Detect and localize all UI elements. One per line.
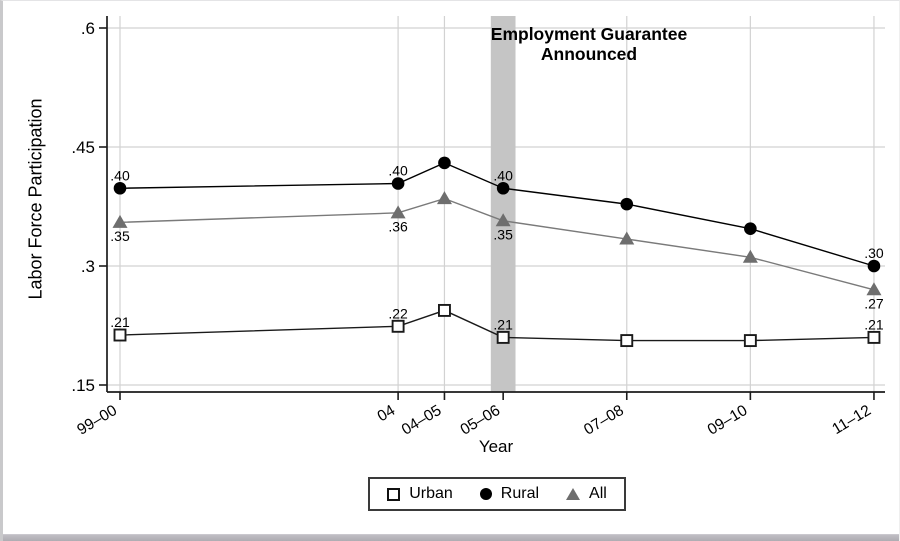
- x-tick-label: 99–00: [74, 402, 120, 439]
- marker-urban: [438, 303, 451, 317]
- x-tick-label: 07–08: [581, 402, 627, 439]
- marker-rural: [391, 177, 405, 190]
- point-label: .30: [864, 245, 884, 261]
- marker-all: [866, 282, 882, 296]
- point-label: .35: [493, 226, 513, 242]
- legend-item-all: All: [566, 485, 607, 503]
- point-label: .21: [864, 316, 884, 332]
- y-tick-label: .3: [81, 257, 95, 276]
- point-label: .22: [388, 305, 408, 321]
- point-label: .27: [864, 295, 884, 311]
- legend: Urban Rural All: [368, 477, 626, 511]
- y-axis-title: Labor Force Participation: [25, 98, 46, 300]
- legend-label-urban: Urban: [409, 485, 453, 502]
- marker-urban: [620, 334, 634, 348]
- marker-rural: [744, 222, 757, 236]
- marker-rural: [496, 181, 510, 195]
- marker-rural: [438, 156, 451, 170]
- legend-label-all: All: [589, 485, 607, 502]
- marker-urban: [496, 330, 510, 344]
- point-label: .35: [110, 228, 130, 244]
- triangle-marker-icon: [566, 488, 581, 500]
- point-label: .40: [493, 167, 513, 183]
- marker-rural: [867, 259, 881, 273]
- point-label: .40: [388, 162, 408, 178]
- point-label: .21: [110, 314, 130, 330]
- annotation-line1: Employment Guarantee: [490, 24, 688, 44]
- x-tick-label: 05–06: [458, 402, 504, 439]
- y-tick-label: .15: [71, 376, 95, 395]
- point-label: .40: [110, 167, 130, 183]
- y-tick-label: .6: [81, 19, 95, 38]
- circle-marker-icon: [479, 488, 492, 500]
- marker-all: [619, 231, 635, 245]
- marker-all: [112, 214, 128, 228]
- legend-item-urban: Urban: [387, 485, 453, 503]
- marker-rural: [620, 197, 634, 211]
- x-tick-label: 04: [375, 402, 399, 426]
- legend-item-rural: Rural: [479, 485, 540, 503]
- marker-all: [495, 213, 511, 227]
- y-tick-label: .45: [71, 138, 95, 157]
- square-marker-icon: [387, 487, 401, 501]
- annotation-band: [490, 16, 516, 392]
- marker-urban: [867, 330, 881, 344]
- chart-canvas: .15 .3 .45 .6 99–00 04 04–05 05–06 07–08 09–10 11–…: [71, 16, 885, 439]
- marker-rural: [113, 181, 127, 195]
- marker-urban: [391, 319, 405, 333]
- annotation-title: Employment Guarantee Announced: [491, 24, 687, 64]
- marker-all: [436, 191, 452, 205]
- x-axis-title: Year: [478, 437, 514, 456]
- marker-urban: [113, 328, 127, 342]
- legend-label-rural: Rural: [500, 485, 540, 502]
- window-bottom-bar: [3, 534, 899, 541]
- marker-all: [742, 249, 758, 263]
- x-tick-label: 04–05: [399, 402, 445, 439]
- x-tick-label: 11–12: [829, 402, 874, 438]
- annotation-line2: Announced: [540, 44, 638, 64]
- point-label: .36: [388, 218, 408, 234]
- point-label: .21: [493, 316, 513, 332]
- x-tick-label: 09–10: [705, 402, 751, 439]
- chart-area: .15 .3 .45 .6 99–00 04 04–05 05–06 07–08 09–10 11–…: [3, 1, 899, 536]
- marker-urban: [743, 334, 757, 348]
- marker-all: [390, 205, 406, 219]
